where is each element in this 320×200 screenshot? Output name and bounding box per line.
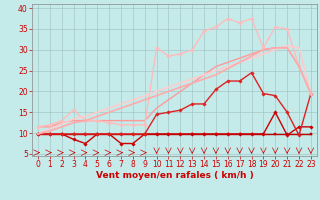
X-axis label: Vent moyen/en rafales ( km/h ): Vent moyen/en rafales ( km/h ) — [96, 171, 253, 180]
